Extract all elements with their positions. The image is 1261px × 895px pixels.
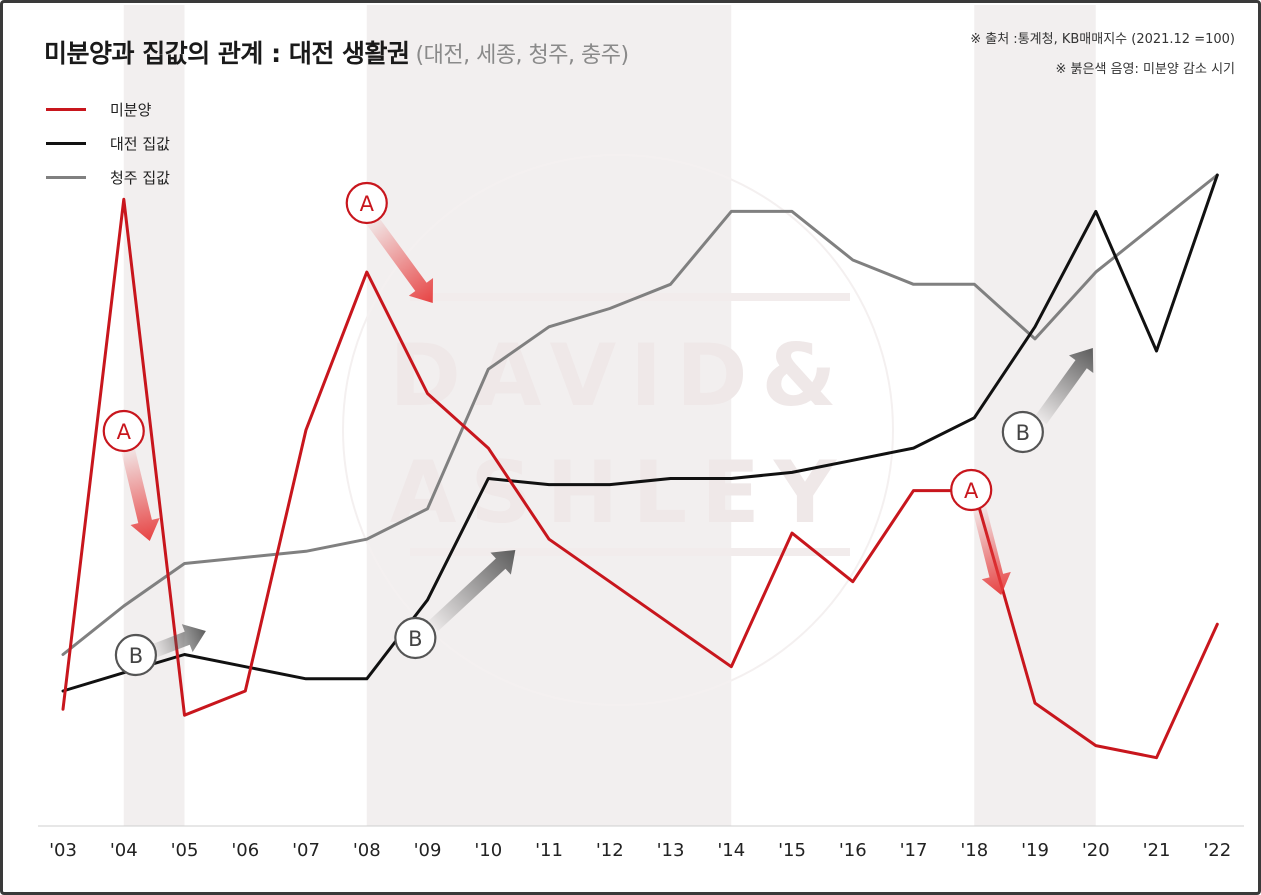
- x-tick-label: '07: [292, 840, 320, 861]
- x-tick-label: '12: [596, 840, 624, 861]
- legend-label-daejeon: 대전 집값: [110, 134, 170, 153]
- x-tick-label: '17: [900, 840, 928, 861]
- legend-item-unsold: 미분양: [46, 92, 170, 126]
- annotation-marker-label: B: [408, 627, 422, 651]
- legend-label-unsold: 미분양: [110, 100, 152, 119]
- annotation-marker-label: B: [1016, 421, 1030, 445]
- annotation-marker-b: B: [114, 633, 157, 677]
- legend: 미분양 대전 집값 청주 집값: [46, 92, 170, 194]
- x-axis-ticks: '03 '04 '05 '06 '07 '08 '09 '10 '11 '12 '13 '14 '15 '…: [49, 840, 1231, 861]
- series-line-unsold: [61, 197, 1219, 760]
- x-tick-label: '08: [353, 840, 381, 861]
- x-tick-label: '04: [110, 840, 138, 861]
- chart-title-text: 미분양과 집값의 관계 : 대전 생활권: [44, 39, 410, 68]
- x-tick-label: '06: [231, 840, 259, 861]
- annotation-marker-label: A: [964, 479, 979, 503]
- x-tick-label: '22: [1203, 840, 1231, 861]
- shading-note: ※ 붉은색 음영: 미분양 감소 시기: [1055, 62, 1235, 77]
- source-note: ※ 출처 :통계청, KB매매지수 (2021.12 =100): [970, 32, 1235, 47]
- legend-label-cheongju: 청주 집값: [110, 168, 170, 187]
- annotation-arrow-a: [972, 506, 1011, 595]
- x-tick-label: '20: [1082, 840, 1110, 861]
- annotation-marker-b: B: [394, 616, 437, 660]
- x-tick-label: '13: [657, 840, 685, 861]
- x-tick-label: '19: [1021, 840, 1049, 861]
- annotation-arrow-a: [367, 216, 434, 303]
- x-tick-label: '03: [49, 840, 77, 861]
- annotation-arrow-a: [120, 447, 160, 542]
- annotation-marker-a: A: [345, 181, 388, 225]
- watermark-text-1: DAVID&: [389, 326, 850, 426]
- annotation-marker-label: A: [360, 192, 375, 216]
- series-line-cheongju: [61, 173, 1219, 656]
- annotation-arrow-b: [1035, 348, 1094, 425]
- annotation-marker-b: B: [1001, 410, 1044, 454]
- legend-swatch-cheongju: [46, 175, 86, 179]
- legend-swatch-daejeon: [46, 141, 86, 145]
- x-tick-label: '14: [717, 840, 745, 861]
- chart-title: 미분양과 집값의 관계 : 대전 생활권 (대전, 세종, 청주, 충주): [44, 34, 629, 70]
- x-tick-label: '10: [474, 840, 502, 861]
- x-tick-label: '05: [171, 840, 199, 861]
- x-tick-label: '21: [1143, 840, 1171, 861]
- series-line-daejeon: [61, 173, 1219, 693]
- legend-item-daejeon: 대전 집값: [46, 126, 170, 160]
- annotation-marker-label: A: [117, 420, 132, 444]
- watermark-text-2: ASHLEY: [390, 443, 850, 543]
- legend-swatch-unsold: [46, 107, 86, 111]
- annotation-arrow-b: [428, 550, 516, 632]
- x-tick-label: '09: [414, 840, 442, 861]
- annotation-marker-a: A: [950, 468, 993, 512]
- x-tick-label: '11: [535, 840, 563, 861]
- annotation-marker-label: B: [129, 644, 143, 668]
- x-tick-label: '16: [839, 840, 867, 861]
- annotation-arrow-b: [151, 624, 206, 658]
- chart-subtitle: (대전, 세종, 청주, 충주): [415, 43, 630, 68]
- annotation-marker-a: A: [102, 409, 145, 453]
- watermark: DAVID& ASHLEY: [342, 154, 894, 706]
- x-tick-label: '15: [778, 840, 806, 861]
- x-tick-label: '18: [960, 840, 988, 861]
- legend-item-cheongju: 청주 집값: [46, 160, 170, 194]
- shaded-period-1: [366, 5, 732, 826]
